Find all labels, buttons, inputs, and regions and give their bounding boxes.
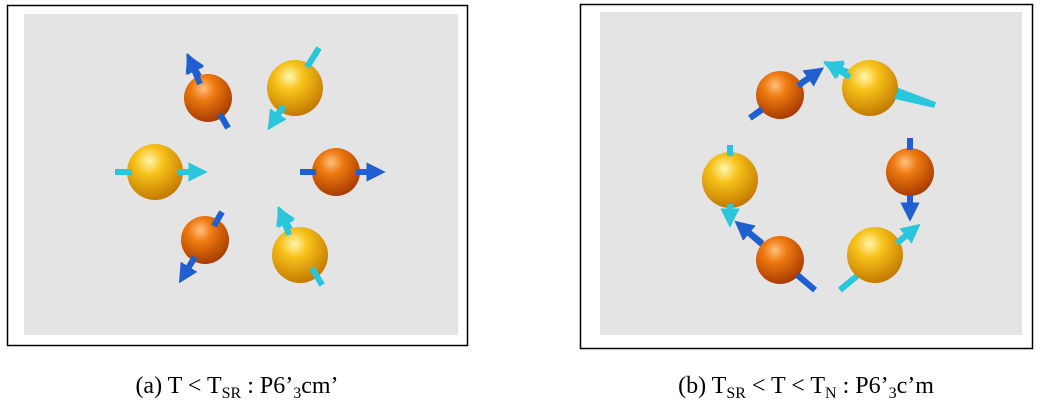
caption-subscript: N (825, 385, 837, 402)
caption: (a) T < TSR : P6’3cm’ (135, 373, 338, 402)
caption-subscript: SR (222, 385, 242, 402)
caption-subscript: 3 (293, 385, 301, 402)
caption-text: < T < T (746, 373, 825, 399)
caption-text: cm’ (301, 373, 338, 399)
caption-text: (a) T < T (135, 373, 222, 399)
caption-text: : P6’ (241, 373, 293, 399)
caption-subscript: 3 (889, 385, 897, 402)
figure: (a) T < TSR : P6’3cm’ (b) TSR < T < TN :… (0, 0, 1041, 409)
panel-b (581, 5, 1033, 349)
caption-text: : P6’ (837, 373, 889, 399)
caption: (b) TSR < T < TN : P6’3c’m (678, 373, 934, 402)
caption-subscript: SR (726, 385, 746, 402)
caption-text: (b) T (678, 373, 727, 399)
panel-a (8, 6, 468, 346)
caption-text: c’m (897, 373, 935, 399)
